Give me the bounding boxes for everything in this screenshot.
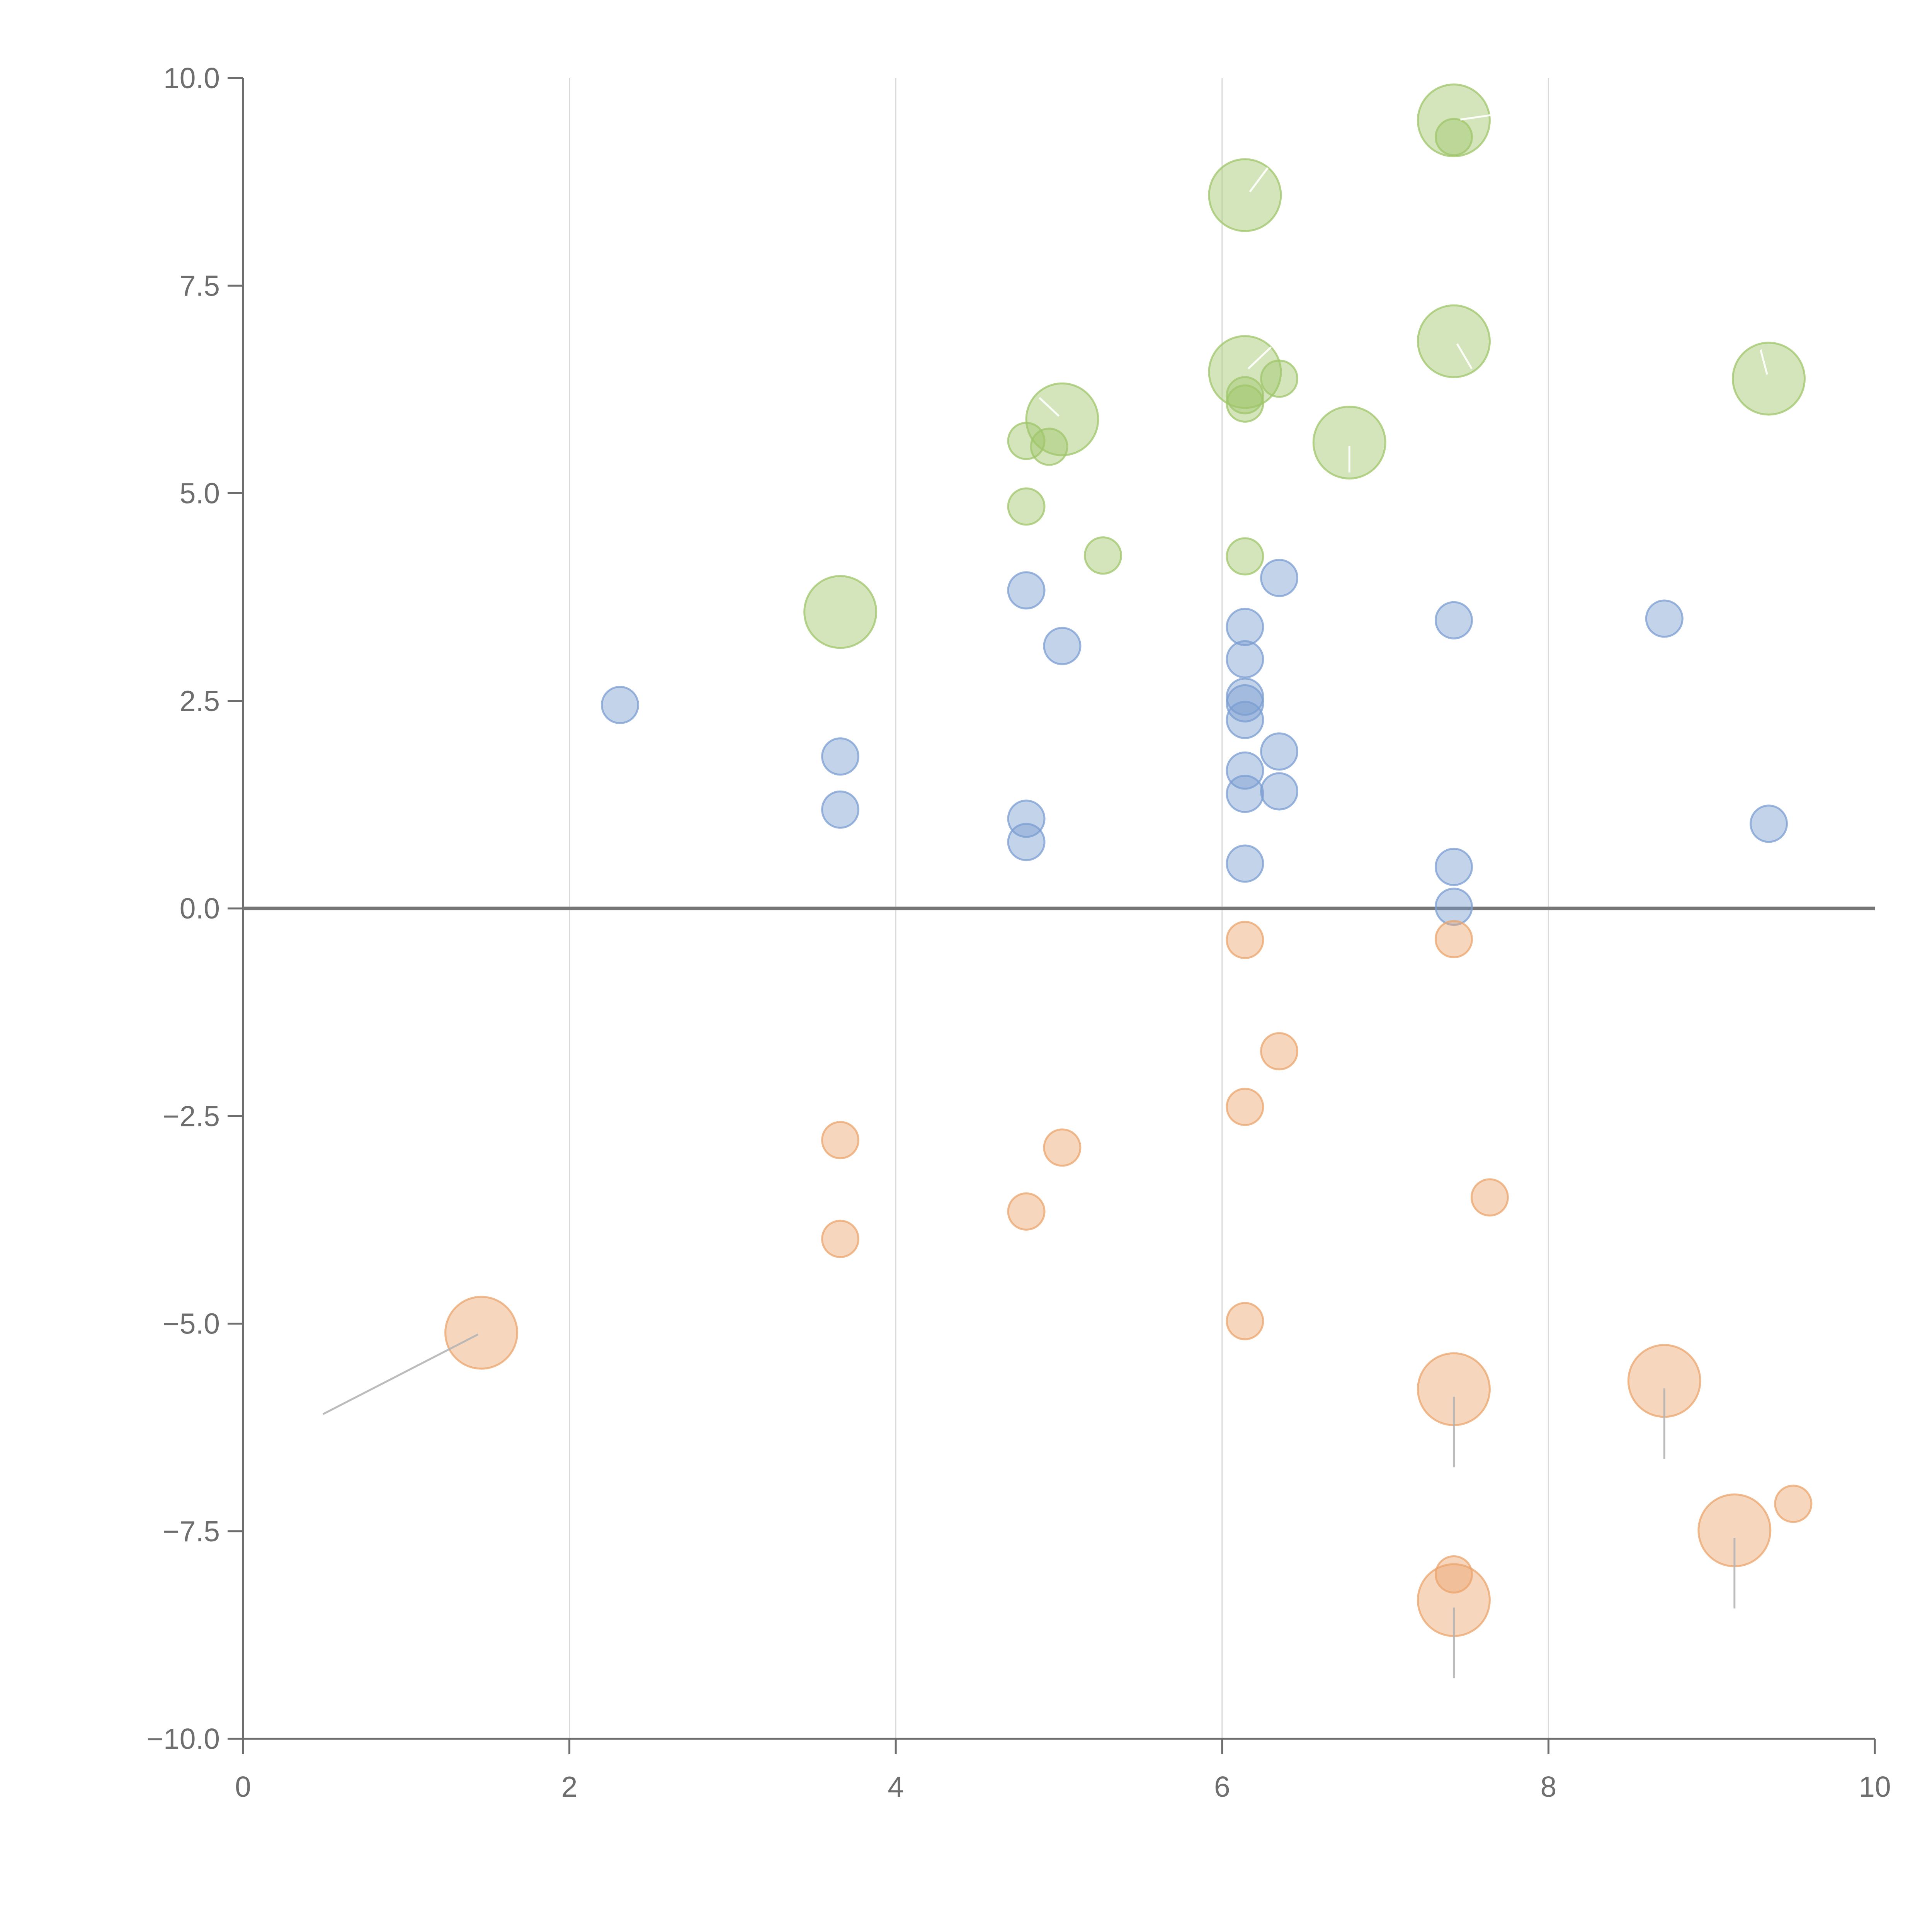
- data-point-blue: [1260, 559, 1299, 597]
- data-point-orange: [1007, 1192, 1046, 1231]
- y-tick-label: 10.0: [163, 62, 220, 94]
- series-green: [803, 83, 1806, 649]
- axis-ticks: 0 2 4 6 8 10 10.0 7.5 5.0 2.5 0.0 −2.5 −5.0 −7.5 −10.0: [146, 62, 1891, 1803]
- data-point-blue: [601, 685, 639, 724]
- data-point-orange: [1226, 921, 1264, 959]
- data-point-green: [1226, 384, 1264, 423]
- data-point-green: [1732, 342, 1806, 416]
- data-point-green: [1084, 536, 1122, 575]
- data-point-blue: [821, 790, 860, 829]
- data-point-blue: [1750, 804, 1788, 843]
- y-tick-label: 7.5: [180, 269, 220, 302]
- data-point-blue: [1434, 601, 1473, 639]
- y-tick-label: 2.5: [180, 685, 220, 717]
- data-point-orange: [1774, 1485, 1813, 1523]
- leader-line: [1247, 346, 1272, 369]
- data-point-orange: [1470, 1178, 1509, 1217]
- data-point-orange: [1260, 1032, 1299, 1071]
- data-point-green: [1312, 405, 1386, 480]
- data-point-green: [803, 575, 878, 649]
- y-tick-label: −5.0: [163, 1308, 220, 1340]
- data-point-orange: [821, 1121, 860, 1160]
- data-point-blue: [1226, 684, 1264, 723]
- x-tick-label: 6: [1214, 1770, 1230, 1803]
- data-point-green: [1260, 359, 1299, 398]
- x-tick-label: 10: [1859, 1770, 1891, 1803]
- data-point-orange: [1226, 1302, 1264, 1340]
- data-point-green: [1226, 537, 1264, 576]
- leader-lines: [322, 114, 1768, 1679]
- data-point-green: [1208, 158, 1282, 232]
- data-point-orange: [1043, 1128, 1082, 1167]
- data-point-green: [1226, 376, 1264, 415]
- leader-line: [1759, 349, 1768, 375]
- leader-line: [1249, 167, 1269, 192]
- leader-line: [1039, 397, 1060, 417]
- data-point-green: [1007, 487, 1046, 526]
- data-point-blue: [1007, 799, 1046, 838]
- data-point-blue: [1007, 571, 1046, 610]
- data-point-orange: [444, 1296, 519, 1370]
- y-tick-label: −2.5: [163, 1100, 220, 1132]
- data-point-blue: [1226, 607, 1264, 646]
- data-point-blue: [1434, 848, 1473, 886]
- data-point-blue: [1007, 823, 1046, 861]
- data-point-blue: [1043, 627, 1082, 665]
- y-tick-label: −10.0: [146, 1723, 220, 1755]
- data-point-blue: [821, 737, 860, 776]
- y-tick-label: −7.5: [163, 1515, 220, 1548]
- data-point-green: [1030, 427, 1068, 466]
- data-point-blue: [1434, 888, 1473, 926]
- data-point-orange: [1434, 920, 1473, 959]
- x-tick-label: 8: [1541, 1770, 1557, 1803]
- data-point-blue: [1226, 751, 1264, 790]
- y-tick-label: 0.0: [180, 892, 220, 925]
- data-point-blue: [1260, 732, 1299, 771]
- data-point-orange: [821, 1219, 860, 1258]
- data-point-green: [1007, 422, 1046, 460]
- y-tick-label: 5.0: [180, 477, 220, 510]
- axes: [242, 78, 1875, 1740]
- data-point-green: [1417, 304, 1491, 378]
- data-point-blue: [1226, 774, 1264, 813]
- data-point-orange: [1226, 1088, 1264, 1126]
- data-point-blue: [1645, 599, 1684, 638]
- series-blue: [601, 559, 1788, 926]
- data-point-blue: [1226, 640, 1264, 679]
- leader-line: [322, 1333, 479, 1415]
- x-tick-label: 2: [561, 1770, 578, 1803]
- x-tick-label: 0: [235, 1770, 251, 1803]
- data-point-blue: [1226, 844, 1264, 883]
- series-orange: [444, 920, 1813, 1637]
- data-points: [444, 83, 1813, 1637]
- data-point-green: [1434, 118, 1473, 156]
- leader-line: [1456, 343, 1473, 369]
- data-point-blue: [1226, 701, 1264, 739]
- x-tick-label: 4: [888, 1770, 904, 1803]
- leader-line: [1460, 114, 1495, 121]
- data-point-blue: [1260, 772, 1299, 811]
